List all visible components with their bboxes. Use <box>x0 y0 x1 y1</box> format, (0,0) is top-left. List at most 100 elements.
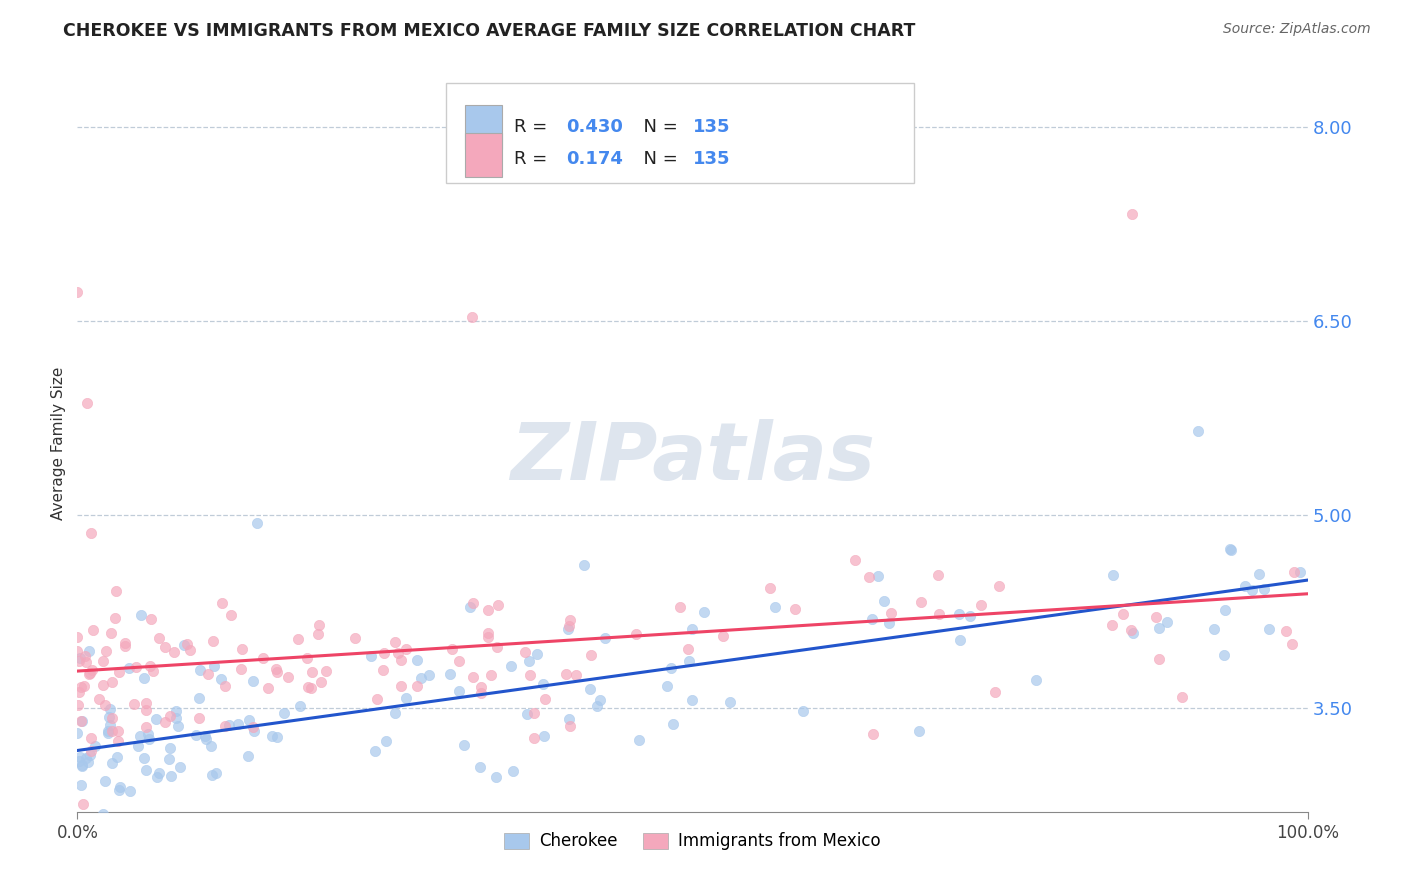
Point <box>155 714 177 729</box>
Point <box>163 645 186 659</box>
Text: 0.174: 0.174 <box>565 150 623 168</box>
Point <box>118 661 141 675</box>
Point <box>273 706 295 720</box>
Point <box>523 731 546 745</box>
Point <box>287 632 309 646</box>
Point <box>129 855 152 870</box>
Point <box>315 664 337 678</box>
Point <box>627 733 650 747</box>
Point <box>75 655 97 669</box>
Point <box>75 648 97 663</box>
Point <box>718 695 741 709</box>
Point <box>89 692 111 706</box>
Point <box>485 770 508 784</box>
Point <box>285 814 308 829</box>
Point <box>468 760 491 774</box>
Point <box>502 764 524 778</box>
Point <box>114 639 136 653</box>
Point <box>246 516 269 530</box>
Point <box>453 739 475 753</box>
Point <box>94 814 117 829</box>
Point <box>70 681 93 695</box>
Point <box>572 558 595 573</box>
Point <box>148 632 170 646</box>
Point <box>107 750 129 764</box>
Point <box>165 704 187 718</box>
Point <box>948 632 970 647</box>
Point <box>132 751 155 765</box>
Point <box>676 642 699 657</box>
Point <box>77 644 100 658</box>
Point <box>301 665 323 679</box>
Point <box>461 596 484 610</box>
Point <box>142 664 165 678</box>
Point <box>1282 566 1305 580</box>
Point <box>80 744 103 758</box>
Point <box>98 702 121 716</box>
Point <box>311 675 333 690</box>
Point <box>169 760 191 774</box>
Point <box>387 646 409 660</box>
Point <box>579 681 602 696</box>
Text: 135: 135 <box>693 150 730 168</box>
Point <box>371 663 394 677</box>
Point <box>297 650 319 665</box>
Point <box>79 525 101 540</box>
Point <box>389 653 412 667</box>
Point <box>288 698 311 713</box>
Point <box>69 750 91 764</box>
Point <box>67 654 90 668</box>
Point <box>188 691 211 706</box>
Point <box>108 665 131 679</box>
Point <box>595 631 617 645</box>
Point <box>91 654 114 668</box>
Point <box>82 623 104 637</box>
Point <box>103 611 125 625</box>
Point <box>458 599 481 614</box>
Point <box>406 679 429 693</box>
Point <box>76 755 98 769</box>
Point <box>66 644 89 658</box>
Point <box>135 720 157 734</box>
Point <box>395 691 418 706</box>
Point <box>145 713 167 727</box>
Text: ZIPatlas: ZIPatlas <box>510 419 875 498</box>
Point <box>1156 615 1178 629</box>
Point <box>1258 622 1281 636</box>
Point <box>763 599 786 614</box>
Point <box>98 710 121 724</box>
Point <box>114 635 136 649</box>
Point <box>558 712 581 726</box>
Point <box>67 685 90 699</box>
Point <box>195 732 218 747</box>
Point <box>1111 607 1133 622</box>
Point <box>384 706 406 720</box>
Point <box>197 667 219 681</box>
Point <box>211 596 233 610</box>
Point <box>299 681 322 695</box>
Point <box>70 778 93 792</box>
Point <box>66 285 89 299</box>
Point <box>70 758 93 772</box>
Point <box>107 723 129 738</box>
Point <box>107 734 129 748</box>
Point <box>1122 626 1144 640</box>
Point <box>148 765 170 780</box>
Point <box>80 663 103 677</box>
Point <box>93 698 115 712</box>
Point <box>447 684 470 698</box>
Point <box>307 626 329 640</box>
Point <box>1275 624 1298 638</box>
Point <box>565 668 588 682</box>
Point <box>1149 651 1171 665</box>
Point <box>384 635 406 649</box>
Point <box>66 726 89 740</box>
Point <box>66 698 89 712</box>
Point <box>669 600 692 615</box>
Point <box>516 706 538 721</box>
Point <box>501 658 523 673</box>
Point <box>519 667 541 681</box>
Point <box>70 714 93 728</box>
Point <box>486 640 509 654</box>
Point <box>173 638 195 652</box>
